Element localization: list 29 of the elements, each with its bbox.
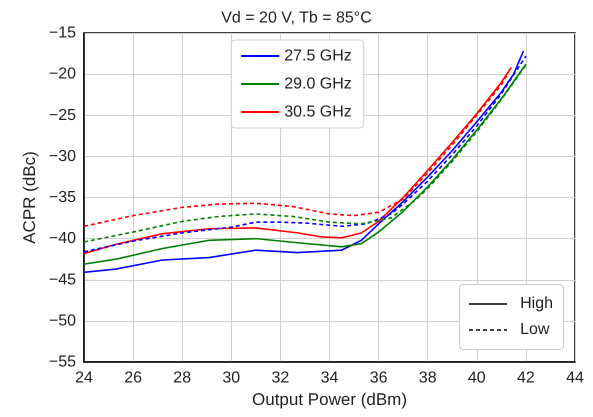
- x-tick-label: 28: [173, 370, 192, 386]
- x-tick-label: 44: [566, 370, 584, 386]
- y-tick-label: −50: [48, 312, 76, 330]
- annotation: Low: [520, 321, 550, 339]
- x-axis-title: Output Power (dBm): [252, 390, 407, 409]
- x-tick-label: 36: [370, 370, 388, 386]
- style-key: High Low: [459, 284, 564, 350]
- y-axis-title: ACPR (dBc): [20, 151, 39, 244]
- legend-label: 30.5 GHz: [284, 104, 352, 120]
- y-tick-label: −45: [48, 271, 76, 288]
- y-tick-label: −25: [48, 106, 76, 124]
- y-tick-label: −30: [48, 148, 76, 165]
- x-tick-label: 26: [124, 370, 142, 386]
- x-tick-label: 30: [222, 370, 240, 386]
- y-tick-label: −40: [48, 230, 76, 248]
- chart-title: Vd = 20 V, Tb = 85°C: [221, 10, 372, 26]
- legend-label: 29.0 GHz: [284, 76, 352, 92]
- y-tick-label: −55: [48, 354, 76, 370]
- x-tick-label: 40: [468, 370, 486, 386]
- x-tick-label: 24: [75, 370, 93, 386]
- x-tick-label: 42: [517, 370, 535, 386]
- y-tick-label: −15: [48, 24, 76, 42]
- x-tick-label: 34: [320, 370, 338, 386]
- x-tick-label: 32: [272, 370, 290, 386]
- annotation: High: [520, 295, 553, 313]
- x-tick-label: 38: [418, 370, 437, 386]
- y-tick-label: −20: [48, 66, 76, 83]
- y-tick-label: −35: [48, 189, 76, 206]
- legend-label: 27.5 GHz: [284, 48, 352, 64]
